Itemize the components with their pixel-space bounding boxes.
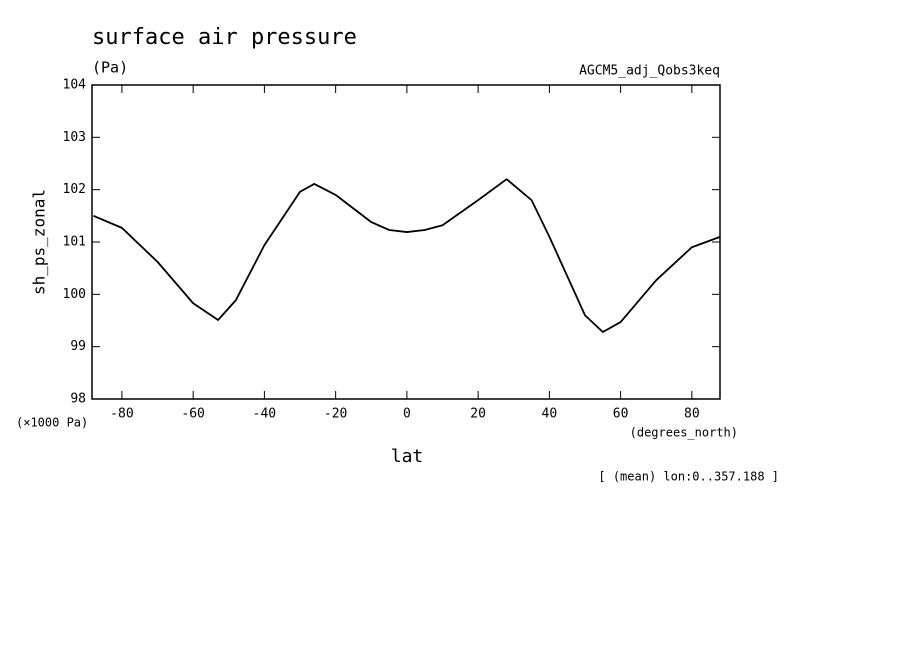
dataset-label: AGCM5_adj_Qobs3keq: [579, 64, 720, 79]
y-tick-label: 100: [63, 287, 86, 302]
note: [ (mean) lon:0..357.188 ]: [598, 470, 779, 484]
chart-title: surface air pressure: [92, 25, 357, 50]
y-tick-label: 101: [63, 235, 86, 250]
y-tick-label: 99: [70, 339, 86, 354]
chart-subtitle: (Pa): [92, 59, 128, 77]
x-tick-label: -40: [253, 407, 276, 422]
y-tick-label: 104: [63, 78, 87, 93]
x-tick-label: 80: [684, 407, 700, 422]
y-tick-label: 98: [70, 392, 86, 407]
y-tick-label: 103: [63, 130, 86, 145]
x-unit-label: (degrees_north): [630, 426, 738, 440]
x-axis-label: lat: [391, 446, 424, 467]
x-tick-label: 20: [470, 407, 486, 422]
plot-frame: [91, 84, 721, 400]
x-tick-label: -20: [324, 407, 347, 422]
x-tick-label: 60: [613, 407, 629, 422]
x-tick-label: 40: [542, 407, 558, 422]
data-line: [93, 178, 721, 333]
x-tick-label: -60: [181, 407, 204, 422]
y-tick-label: 102: [63, 182, 86, 197]
y-unit-label: (×1000 Pa): [16, 416, 88, 430]
x-tick-label: -80: [110, 407, 133, 422]
y-axis-label: sh_ps_zonal: [30, 189, 49, 295]
x-tick-label: 0: [403, 407, 411, 422]
